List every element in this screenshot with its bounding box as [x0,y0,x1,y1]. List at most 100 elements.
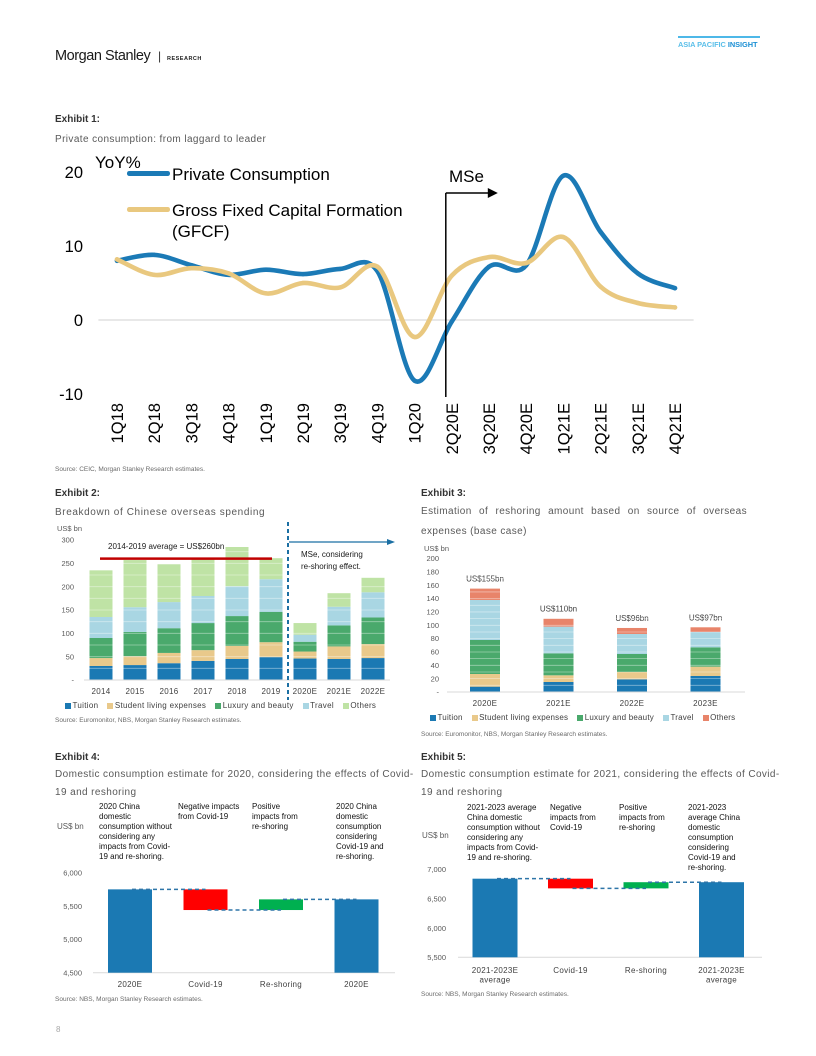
x-tick-label: 2Q18 [146,403,164,443]
average-line-label: 2014-2019 average = US$260bn [108,542,224,551]
data-point-private-consumption [412,378,417,383]
forecast-annotation: re-shoring effect. [301,562,361,571]
bar-total-label: US$110bn [540,605,577,614]
data-point-gross-fixed-capital-formation-gfcf [300,280,306,286]
y-tick-label: 5,500 [427,953,446,962]
legend-swatch-tuition [430,715,436,721]
x-tick-label: 2020E [293,687,318,696]
bar-segment-tuition [543,681,574,692]
data-point-gross-fixed-capital-formation-gfcf [449,273,454,278]
x-tick-label: 2021-2023E average [472,966,519,985]
exhibit-3-legend: Tuition Student living expenses Luxury a… [430,713,735,723]
x-tick-label: Covid-19 [188,980,223,989]
bar-segment-travel [89,617,113,638]
x-tick-label: Re-shoring [625,966,667,975]
series-title-rule [678,36,760,38]
x-tick-label: 2020E [473,699,498,708]
bar-segment-luxury-and-beauty [293,641,317,652]
exhibit-2-stacked-bar-chart: - 50 100 150 200 250 300 2014 2015 2016 2017 2018 20… [61,522,395,700]
y-tick-label: - [72,676,75,685]
x-tick-label: 1Q18 [109,403,127,443]
bar-segment-travel [361,592,385,618]
y-tick-label: 80 [431,634,439,643]
x-tick-label: 2021-2023E average [698,966,745,985]
bar-total [472,878,518,958]
data-point-private-consumption [672,285,678,291]
exhibit-5-source: Source: NBS, Morgan Stanley Research est… [421,991,569,998]
bar-segment-student-living-expenses [543,675,574,682]
arrow-head-icon [487,188,498,198]
page-number: 8 [56,1025,61,1034]
bar-segment-others [690,627,721,632]
header-divider: | [158,49,162,63]
legend-label: Others [710,713,736,722]
bar-segment-student-living-expenses [259,642,283,658]
bar-segment-student-living-expenses [225,645,249,659]
bar-segment-travel [191,596,215,624]
legend-swatch-student-living-expenses [107,703,114,709]
bar-decrease [548,878,593,889]
x-tick-label: 2021E [327,687,352,696]
legend-item-luxury-and-beauty: Luxury and beauty [577,713,654,723]
series-title-bold: INSIGHT [727,40,758,49]
column-note-result: 2020 China domestic consumption consider… [336,802,384,861]
bar-segment-others [191,558,215,596]
x-tick-label: 1Q19 [258,403,276,443]
legend-swatch-luxury-and-beauty [577,715,584,721]
y-tick-label: 5,500 [63,902,82,911]
x-tick-label: 2018 [228,687,247,696]
legend-item-tuition: Tuition [65,701,98,711]
bar-segment-tuition [157,663,181,680]
bar-segment-travel [617,633,647,654]
exhibit-4-label: Exhibit 4: [55,752,101,763]
y-tick-label: 100 [61,629,74,638]
bar-segment-others [543,618,574,627]
column-note-baseline: 2020 China domestic consumption without … [99,802,172,861]
legend-label: Travel [310,701,334,710]
bar-segment-others [293,623,317,635]
y-tick-label: 6,000 [63,869,82,878]
column-note-reshoring: Positive impacts from re-shoring [252,802,298,831]
x-tick-label-line: 2021-2023E [472,966,519,975]
legend-swatch-travel [662,715,669,721]
bar-segment-student-living-expenses [157,652,181,664]
x-tick-label: 2021E [546,699,571,708]
x-tick-label: Re-shoring [260,980,302,989]
bar-segment-tuition [293,658,317,680]
x-tick-label-line: 2020E [118,980,143,989]
legend-swatch-student-living-expenses [471,715,478,721]
x-tick-label-line: 2021-2023E [698,966,745,975]
legend-label: Student living expenses [114,701,207,710]
y-tick-label: 10 [65,238,83,256]
data-point-gross-fixed-capital-formation-gfcf [672,305,678,310]
data-point-private-consumption [598,229,603,235]
legend-label: Student living expenses [479,713,569,722]
bar-segment-tuition [361,658,385,680]
column-note-baseline: 2021-2023 average China domestic consump… [467,803,540,862]
x-tick-label: 4Q18 [221,403,239,443]
bar-segment-tuition [123,665,147,680]
exhibit-3-source: Source: Euromonitor, NBS, Morgan Stanley… [421,731,608,738]
legend-item-travel: Travel [302,701,334,711]
exhibit-2-legend: Tuition Student living expenses Luxury a… [65,701,376,711]
x-tick-label-line: Covid-19 [188,980,223,989]
x-tick-label: 1Q21E [555,403,573,454]
x-tick-label: 2020E [118,980,143,989]
bar-segment-others [157,564,181,603]
x-tick-label: Covid-19 [553,966,588,975]
column-note-result: 2021-2023 average China domestic consump… [688,803,741,872]
x-tick-label-line: Covid-19 [553,966,588,975]
data-point-gross-fixed-capital-formation-gfcf [189,266,194,271]
bar-segment-others [225,547,249,587]
legend-item-tuition: Tuition [430,713,463,723]
legend-swatch-travel [302,703,309,709]
bar-total [699,882,744,958]
bar-segment-student-living-expenses [191,650,215,661]
bar-segment-travel [470,599,500,640]
exhibit-4-y-unit: US$ bn [57,821,84,831]
x-tick-label: 2015 [126,687,145,696]
exhibit-5-label: Exhibit 5: [421,752,467,763]
bar-segment-tuition [617,679,647,692]
bar-increase [623,882,669,889]
y-tick-label: 200 [426,554,439,563]
